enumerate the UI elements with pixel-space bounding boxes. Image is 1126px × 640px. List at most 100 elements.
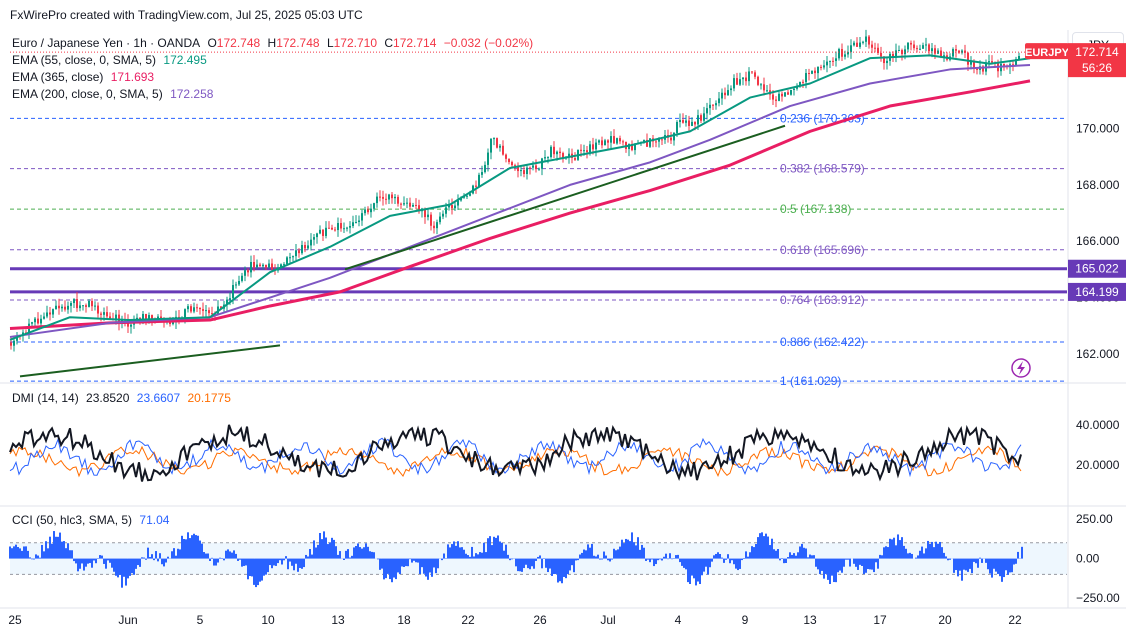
candle-body — [886, 60, 888, 64]
candle-body — [892, 53, 894, 58]
candle-body — [307, 245, 309, 249]
dmi-minus-value: 20.1775 — [187, 391, 231, 405]
candle-body — [649, 138, 651, 147]
candle-body — [952, 49, 954, 57]
candle-body — [898, 50, 900, 52]
candle-body — [40, 318, 42, 324]
cci-legend: CCI (50, hlc3, SMA, 5) 71.04 — [12, 513, 173, 527]
candle-body — [862, 41, 864, 43]
last-price-tag — [1068, 43, 1126, 78]
candle-body — [910, 42, 912, 45]
candle-body — [352, 222, 354, 227]
candle-body — [466, 195, 468, 197]
dmi-adx-line — [9, 424, 1022, 482]
candle-body — [436, 222, 438, 229]
time-tick-label: 5 — [197, 613, 204, 627]
candle-body — [88, 300, 90, 307]
ema365-line — [9, 79, 1031, 330]
fib-level-label: 0.5 (167.138) — [780, 202, 851, 216]
candle-body — [391, 194, 393, 199]
candle-body — [100, 313, 102, 315]
time-tick-label: 18 — [397, 613, 411, 627]
candle-body — [520, 170, 522, 172]
candle-body — [355, 222, 357, 224]
candle-body — [805, 73, 807, 83]
candle-body — [853, 42, 855, 46]
candle-body — [433, 225, 435, 229]
candle-body — [37, 318, 39, 324]
candle-body — [61, 306, 63, 309]
candle-body — [547, 157, 549, 159]
candle-body — [865, 36, 867, 42]
candle-body — [1015, 59, 1017, 66]
candle-body — [271, 263, 273, 270]
candle-body — [982, 66, 984, 72]
ema200-legend: EMA (200, close, 0, SMA, 5) 172.258 — [12, 87, 217, 101]
candle-body — [700, 115, 702, 121]
candle-body — [487, 152, 489, 165]
candle-body — [826, 61, 828, 66]
candle-body — [70, 303, 72, 306]
candle-body — [268, 263, 270, 268]
candle-body — [196, 307, 198, 309]
candle-body — [610, 136, 612, 143]
candle-body — [43, 316, 45, 319]
candle-body — [973, 61, 975, 69]
candle-body — [334, 229, 336, 231]
candle-body — [835, 58, 837, 61]
candle-body — [823, 65, 825, 68]
candle-body — [976, 68, 978, 70]
support-level-label: 164.199 — [1075, 285, 1119, 299]
candle-body — [799, 81, 801, 87]
candle-body — [376, 196, 378, 204]
candle-body — [724, 92, 726, 96]
candle-body — [109, 316, 111, 319]
candle-body — [586, 150, 588, 153]
candle-body — [694, 121, 696, 125]
candle-body — [931, 48, 933, 52]
candle-body — [721, 92, 723, 99]
trendline — [344, 124, 786, 271]
candle-body — [259, 264, 261, 267]
candle-body — [292, 256, 294, 258]
candle-body — [631, 143, 633, 151]
candle-body — [241, 275, 243, 281]
candle-body — [907, 42, 909, 50]
candle-body — [103, 312, 105, 315]
ema55-value: 172.495 — [163, 53, 207, 67]
candle-body — [409, 202, 411, 207]
candle-body — [742, 77, 744, 80]
last-price-label: 172.714 — [1075, 45, 1119, 59]
candle-body — [718, 98, 720, 104]
candle-body — [940, 50, 942, 58]
candle-body — [688, 120, 690, 126]
candle-body — [556, 151, 558, 155]
candle-body — [280, 264, 282, 268]
candle-body — [382, 196, 384, 199]
candle-body — [418, 205, 420, 212]
candle-body — [148, 315, 150, 322]
candle-body — [796, 86, 798, 89]
candle-body — [64, 306, 66, 310]
candle-body — [412, 204, 414, 207]
candle-body — [778, 93, 780, 101]
ema55-legend: EMA (55, close, 0, SMA, 5) 172.495 — [12, 53, 211, 67]
fib-level-label: 0.618 (165.696) — [780, 243, 865, 257]
time-tick-label: 20 — [938, 613, 952, 627]
candle-body — [784, 92, 786, 97]
candle-body — [97, 305, 99, 314]
candle-body — [517, 165, 519, 172]
candle-body — [385, 198, 387, 200]
close-value: 172.714 — [393, 36, 437, 50]
candle-body — [283, 264, 285, 266]
candle-body — [541, 158, 543, 169]
symbol-name: Euro / Japanese Yen · 1h · OANDA — [12, 36, 201, 50]
ema55-label: EMA (55, close, 0, SMA, 5) — [12, 53, 157, 67]
candle-body — [187, 306, 189, 310]
candle-body — [235, 284, 237, 286]
time-tick-label: 9 — [742, 613, 749, 627]
time-tick-label: Jun — [118, 613, 137, 627]
fib-level-label: 0.886 (162.422) — [780, 335, 865, 349]
candle-body — [442, 213, 444, 217]
